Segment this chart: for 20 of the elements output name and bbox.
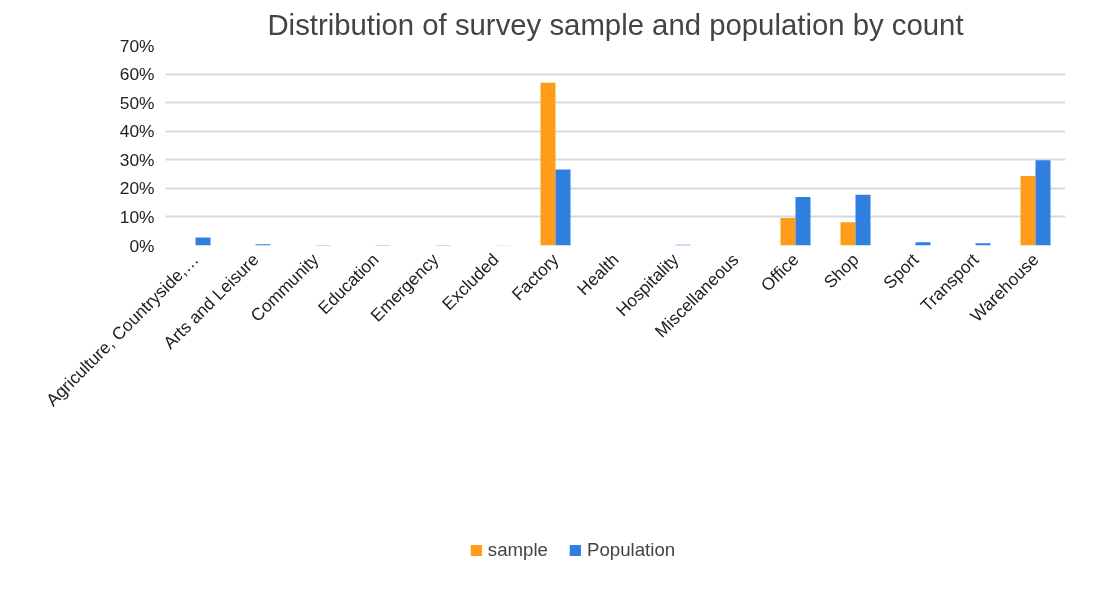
- chart-title: Distribution of survey sample and population by count: [267, 7, 964, 41]
- y-tick-label: 30%: [119, 149, 155, 170]
- y-tick-label: 40%: [119, 121, 155, 142]
- bar: [1035, 160, 1051, 246]
- y-tick-label: 0%: [129, 235, 155, 256]
- y-tick-label: 60%: [119, 64, 155, 85]
- y-tick-label: 70%: [119, 35, 155, 56]
- bar: [795, 196, 811, 246]
- bar: [855, 194, 871, 246]
- bar: [555, 169, 571, 246]
- bar: [840, 222, 856, 246]
- legend-label: sample: [487, 538, 548, 561]
- y-tick-label: 10%: [119, 206, 155, 227]
- y-tick-label: 20%: [119, 178, 155, 199]
- bar: [1020, 176, 1036, 246]
- bar: [540, 82, 556, 246]
- bar: [780, 218, 796, 246]
- bar: [915, 242, 931, 246]
- legend-label: Population: [586, 538, 676, 561]
- y-tick-label: 50%: [119, 92, 155, 113]
